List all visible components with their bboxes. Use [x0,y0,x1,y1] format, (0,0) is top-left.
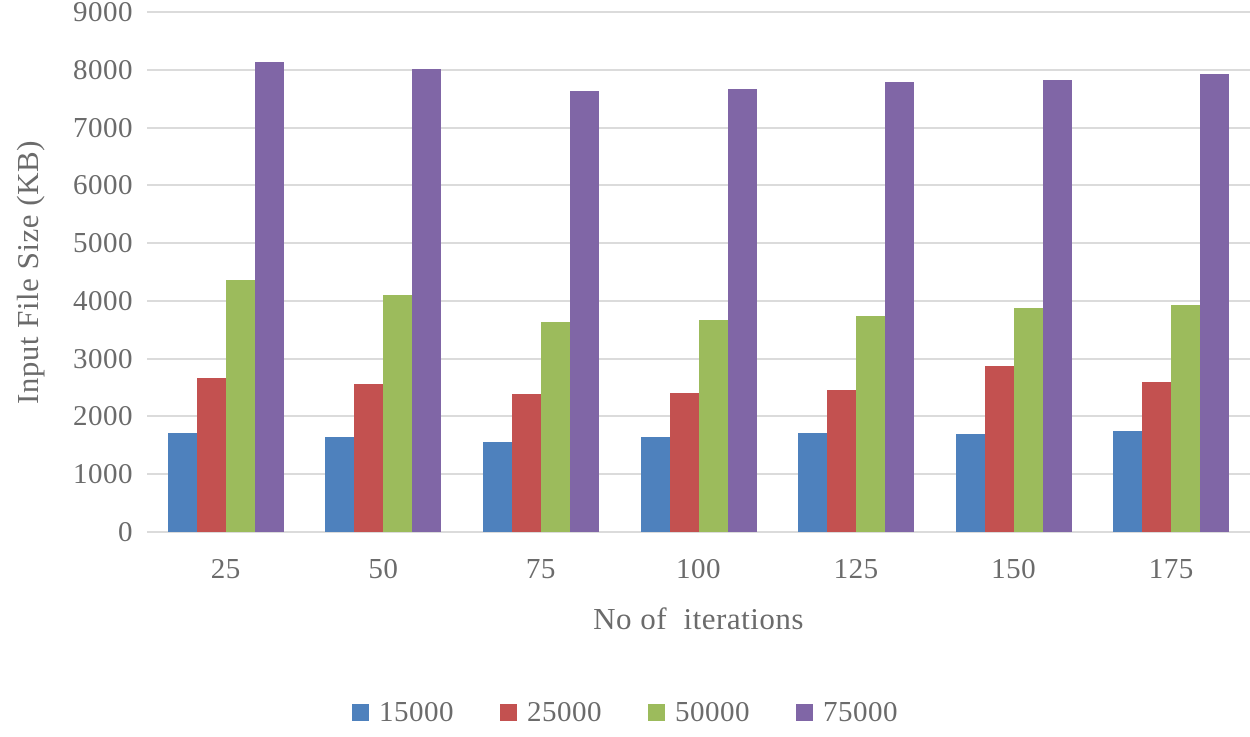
legend-swatch-icon [352,703,369,721]
y-tick-label: 8000 [73,53,133,86]
legend-item-50000: 50000 [648,696,750,729]
bar-75000-150 [1042,80,1072,532]
bar-75000-125 [885,81,915,532]
x-axis-title: No of iterations [593,601,804,636]
y-tick-label: 9000 [73,0,133,28]
bar-50000-175 [1171,304,1201,532]
legend-item-25000: 25000 [500,696,602,729]
legend-label: 50000 [675,695,750,728]
bar-25000-125 [827,389,857,532]
bar-15000-175 [1113,430,1143,532]
legend-swatch-icon [648,703,665,721]
y-tick-label: 4000 [73,284,133,317]
bar-50000-50 [383,294,413,532]
x-tick-label-100: 100 [675,553,721,585]
bar-25000-175 [1142,381,1172,532]
bar-50000-125 [856,316,886,532]
bar-75000-75 [569,90,599,532]
bar-75000-100 [727,88,757,532]
bar-50000-25 [225,280,255,532]
legend: 15000 25000 50000 75000 [0,694,1250,730]
gridline-7000 [147,126,1250,129]
bar-75000-50 [412,69,442,532]
bar-15000-125 [798,432,828,532]
legend-swatch-icon [796,703,813,721]
bar-25000-50 [354,383,384,532]
y-tick-label: 6000 [73,169,133,202]
bar-50000-100 [698,319,728,532]
gridline-0 [147,531,1250,533]
x-tick-label-25: 25 [210,553,241,585]
bar-25000-150 [984,366,1014,532]
legend-label: 15000 [379,695,454,728]
y-tick-label: 1000 [73,458,133,491]
legend-label: 75000 [823,695,898,728]
x-tick-label-75: 75 [525,553,556,585]
bar-75000-25 [254,62,284,532]
bar-50000-150 [1013,308,1043,532]
x-tick-label-125: 125 [833,553,879,585]
legend-label: 25000 [527,695,602,728]
gridline-9000 [147,11,1250,13]
bar-15000-150 [955,434,985,532]
gridline-8000 [147,68,1250,71]
y-tick-label: 3000 [73,342,133,375]
legend-item-75000: 75000 [796,696,898,729]
bar-25000-25 [196,378,226,532]
bar-25000-100 [669,393,699,532]
x-tick-label-150: 150 [991,553,1037,585]
bar-15000-50 [325,436,355,532]
legend-swatch-icon [500,703,517,721]
gridline-4000 [147,299,1250,302]
gridline-5000 [147,242,1250,245]
x-tick-label-175: 175 [1148,553,1194,585]
bar-15000-25 [167,432,197,532]
bar-15000-100 [640,437,670,532]
y-tick-label: 5000 [73,227,133,260]
plot-area [147,11,1250,533]
bar-50000-75 [540,322,570,532]
x-tick-label-50: 50 [368,553,399,585]
gridline-6000 [147,184,1250,187]
legend-item-15000: 15000 [352,696,454,729]
bar-15000-75 [482,441,512,532]
y-tick-label: 0 [118,516,133,548]
y-tick-label: 2000 [73,400,133,433]
y-tick-label: 7000 [73,111,133,144]
bar-75000-175 [1200,73,1230,532]
bar-25000-75 [511,393,541,532]
